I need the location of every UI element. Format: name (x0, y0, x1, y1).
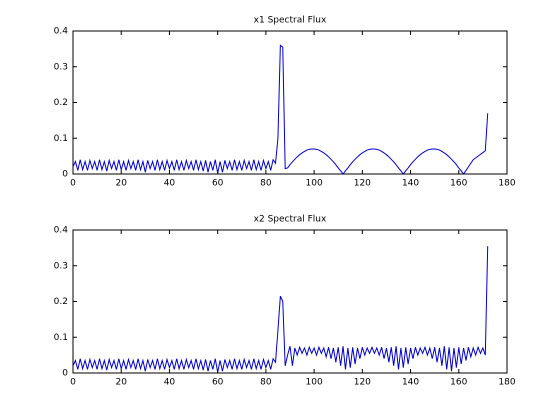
x-tick-label: 180 (498, 179, 515, 189)
x-tick-label: 60 (212, 179, 224, 189)
data-line (72, 246, 489, 373)
chart-title: x1 Spectral Flux (254, 16, 327, 26)
axes-box (72, 229, 508, 374)
x-tick-label: 20 (115, 378, 127, 388)
y-tick-label: 0.2 (54, 297, 68, 307)
y-tick-label: 0 (62, 170, 68, 180)
y-tick-label: 0.2 (54, 98, 68, 108)
x-tick-label: 140 (402, 378, 419, 388)
chart-title: x2 Spectral Flux (254, 215, 327, 225)
data-line (72, 44, 489, 175)
x-tick-label: 160 (450, 378, 467, 388)
x-tick-label: 140 (402, 179, 419, 189)
x-tick-label: 160 (450, 179, 467, 189)
x-tick-label: 120 (354, 179, 371, 189)
x-tick-label: 120 (354, 378, 371, 388)
y-tick-label: 0.4 (54, 226, 69, 236)
x-tick-label: 0 (70, 378, 76, 388)
x-tick-label: 80 (260, 378, 272, 388)
axes-box (72, 30, 508, 175)
x-tick-label: 80 (260, 179, 272, 189)
y-tick-label: 0.3 (54, 261, 68, 271)
y-tick-label: 0.1 (54, 333, 68, 343)
x-tick-label: 180 (498, 378, 515, 388)
y-tick-label: 0.4 (54, 27, 69, 37)
x-tick-label: 20 (115, 179, 127, 189)
x-tick-label: 60 (212, 378, 224, 388)
x-tick-label: 0 (70, 179, 76, 189)
y-tick-label: 0.1 (54, 134, 68, 144)
y-tick-label: 0.3 (54, 62, 68, 72)
x-tick-label: 40 (164, 378, 176, 388)
x-tick-label: 40 (164, 179, 176, 189)
x-tick-label: 100 (306, 179, 323, 189)
x-tick-label: 100 (306, 378, 323, 388)
y-tick-label: 0 (62, 369, 68, 379)
